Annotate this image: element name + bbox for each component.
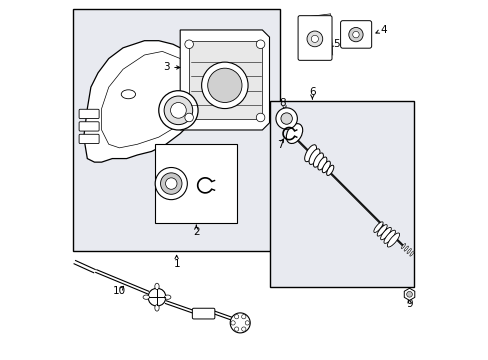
Circle shape (241, 327, 245, 331)
Circle shape (352, 31, 358, 38)
Text: 2: 2 (193, 227, 199, 237)
Ellipse shape (406, 248, 410, 253)
Ellipse shape (308, 149, 319, 165)
Circle shape (164, 96, 192, 125)
FancyBboxPatch shape (79, 109, 99, 118)
Ellipse shape (317, 157, 326, 170)
Circle shape (306, 31, 322, 47)
Circle shape (241, 315, 245, 319)
Ellipse shape (286, 123, 302, 144)
Ellipse shape (155, 283, 159, 290)
FancyBboxPatch shape (340, 21, 371, 48)
Circle shape (244, 321, 249, 325)
Circle shape (148, 288, 165, 306)
Circle shape (234, 315, 238, 319)
Ellipse shape (403, 246, 407, 251)
FancyBboxPatch shape (192, 308, 214, 319)
Circle shape (311, 35, 318, 42)
Text: 1: 1 (173, 259, 180, 269)
Ellipse shape (383, 230, 395, 243)
Ellipse shape (380, 228, 390, 240)
Text: 9: 9 (406, 299, 412, 309)
Circle shape (275, 108, 297, 129)
Circle shape (207, 68, 242, 103)
Polygon shape (83, 41, 208, 162)
Circle shape (170, 103, 186, 118)
Ellipse shape (313, 153, 323, 167)
Circle shape (256, 40, 264, 49)
Ellipse shape (304, 145, 316, 162)
Circle shape (184, 113, 193, 122)
Ellipse shape (376, 225, 386, 236)
Bar (155, 144, 237, 223)
Bar (269, 102, 413, 287)
Text: 8: 8 (279, 98, 285, 108)
Circle shape (201, 62, 247, 109)
Polygon shape (180, 30, 269, 130)
Circle shape (165, 178, 177, 189)
Bar (73, 9, 280, 251)
Bar (189, 41, 262, 119)
Text: 5: 5 (332, 39, 339, 49)
Ellipse shape (386, 233, 399, 247)
Ellipse shape (409, 251, 413, 256)
FancyBboxPatch shape (79, 122, 99, 131)
Circle shape (159, 91, 198, 130)
Ellipse shape (322, 161, 330, 173)
Circle shape (348, 27, 363, 42)
Circle shape (230, 313, 250, 333)
Circle shape (406, 292, 411, 297)
Ellipse shape (326, 165, 333, 175)
FancyBboxPatch shape (79, 134, 99, 144)
Ellipse shape (143, 295, 149, 299)
Ellipse shape (373, 222, 382, 233)
Circle shape (184, 40, 193, 49)
Text: 10: 10 (113, 287, 126, 296)
Ellipse shape (401, 244, 405, 249)
Ellipse shape (121, 90, 135, 99)
Circle shape (256, 113, 264, 122)
FancyBboxPatch shape (298, 16, 331, 60)
Circle shape (160, 173, 182, 194)
Ellipse shape (155, 305, 159, 311)
Circle shape (234, 327, 238, 331)
Text: 7: 7 (276, 140, 283, 150)
Circle shape (230, 321, 235, 325)
Ellipse shape (164, 295, 171, 299)
Text: 6: 6 (308, 87, 315, 98)
Text: 3: 3 (163, 63, 169, 72)
Circle shape (281, 113, 292, 124)
Text: 4: 4 (380, 25, 386, 35)
Circle shape (155, 167, 187, 200)
